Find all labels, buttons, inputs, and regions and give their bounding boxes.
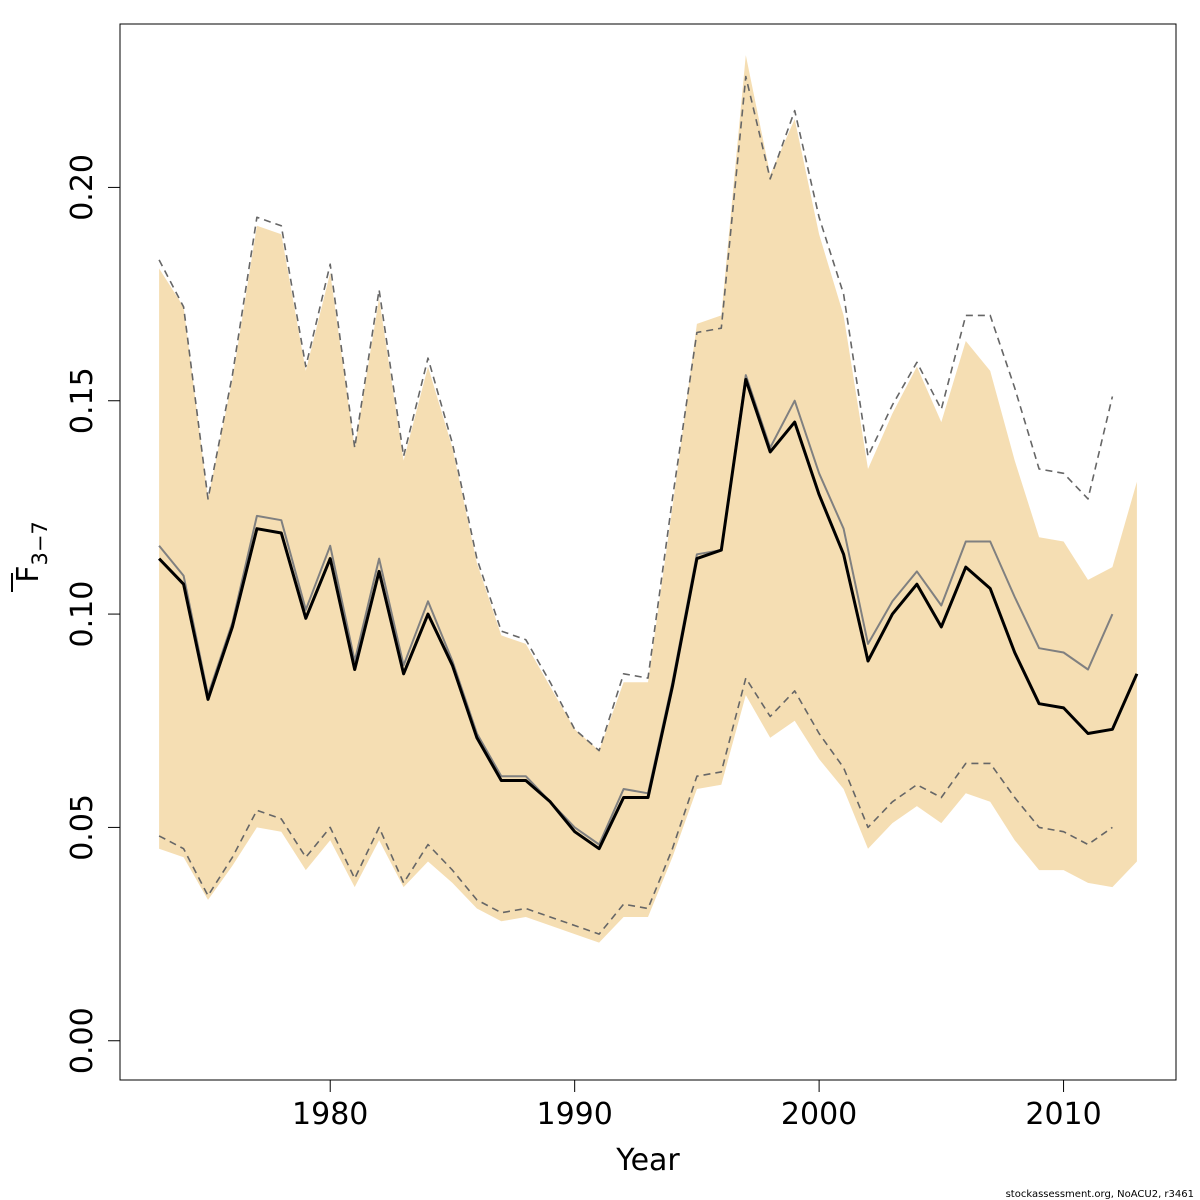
series-layer — [158, 75, 1139, 935]
x-tick-label: 1980 — [292, 1097, 368, 1132]
y-axis-title-main: F — [11, 566, 46, 583]
y-axis: 0.00 0.05 0.10 0.15 0.20 — [65, 154, 121, 1074]
svg-text:F3−7: F3−7 — [11, 521, 52, 583]
retro-lower-bound-line — [158, 677, 1113, 935]
estimate-line — [158, 377, 1139, 851]
y-tick-label: 0.20 — [65, 154, 100, 221]
confidence-band — [159, 55, 1137, 943]
y-tick-label: 0.00 — [65, 1007, 100, 1074]
x-tick-label: 2000 — [781, 1097, 857, 1132]
retro-estimate-line — [158, 374, 1114, 846]
credit-text: stockassessment.org, NoACU2, r3461 — [1006, 1189, 1194, 1200]
confidence-band-layer — [159, 55, 1137, 943]
y-axis-title: F3−7 — [11, 521, 52, 592]
x-tick-label: 1990 — [536, 1097, 612, 1132]
y-tick-label: 0.15 — [65, 367, 100, 434]
y-axis-title-subscript: 3−7 — [28, 521, 52, 565]
x-axis: 1980 1990 2000 2010 — [292, 1079, 1102, 1132]
y-tick-label: 0.05 — [65, 794, 100, 861]
x-axis-title: Year — [615, 1143, 680, 1178]
x-tick-label: 2010 — [1025, 1097, 1101, 1132]
y-tick-label: 0.10 — [65, 581, 100, 648]
retro-upper-bound-line — [158, 75, 1114, 752]
